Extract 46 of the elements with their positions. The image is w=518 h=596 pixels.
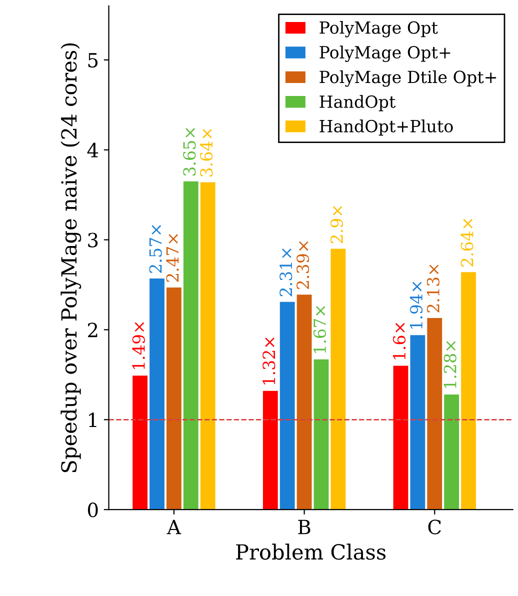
data-label: 1.67× xyxy=(313,306,326,353)
legend-label: HandOpt xyxy=(320,95,396,112)
data-label: 2.64× xyxy=(460,218,474,267)
bar xyxy=(183,181,198,510)
bar xyxy=(200,182,216,510)
bar xyxy=(410,335,426,510)
x-tick-label: B xyxy=(298,520,310,534)
data-label: 2.57× xyxy=(149,225,162,273)
data-label: 1.32× xyxy=(262,338,276,384)
legend-label: PolyMage Opt+ xyxy=(320,46,450,62)
x-tick-label: C xyxy=(428,520,441,534)
bar xyxy=(461,272,476,510)
data-label: 1.6× xyxy=(392,323,406,360)
data-label: 2.13× xyxy=(426,264,440,312)
data-label: 2.31× xyxy=(280,248,292,296)
legend-label: PolyMage Opt xyxy=(320,20,438,38)
bar xyxy=(132,376,148,510)
legend-label: PolyMage Dtile Opt+ xyxy=(320,70,496,87)
legend-label: HandOpt+Pluto xyxy=(320,120,453,136)
bar xyxy=(296,294,312,510)
data-label: 1.94× xyxy=(410,282,423,329)
y-tick-label: 2 xyxy=(88,322,98,338)
y-tick-label: 4 xyxy=(87,142,98,158)
x-axis-title: Problem Class xyxy=(236,544,386,560)
data-label: 1.49× xyxy=(132,322,145,370)
y-tick-label: 3 xyxy=(88,232,98,248)
y-tick-label: 5 xyxy=(88,53,98,68)
data-label: 2.9× xyxy=(330,206,344,244)
data-label: 1.28× xyxy=(444,341,456,388)
bar xyxy=(166,287,182,510)
y-axis-title: Speedup over PolyMage naive (24 cores) xyxy=(60,43,82,472)
bar xyxy=(314,359,329,510)
data-label: 2.39× xyxy=(296,241,310,290)
bar xyxy=(393,366,408,510)
data-label: 3.64× xyxy=(200,128,213,176)
y-tick-label: 1 xyxy=(89,412,96,428)
bar xyxy=(330,248,346,510)
bar xyxy=(427,318,442,510)
x-tick-label: A xyxy=(166,520,182,534)
data-label: 3.65× xyxy=(183,128,196,176)
data-label: 2.47× xyxy=(166,234,179,282)
bar xyxy=(280,302,295,510)
bar xyxy=(262,390,278,510)
bar xyxy=(444,394,460,510)
y-tick-label: 0 xyxy=(88,502,98,518)
bar xyxy=(150,278,164,510)
